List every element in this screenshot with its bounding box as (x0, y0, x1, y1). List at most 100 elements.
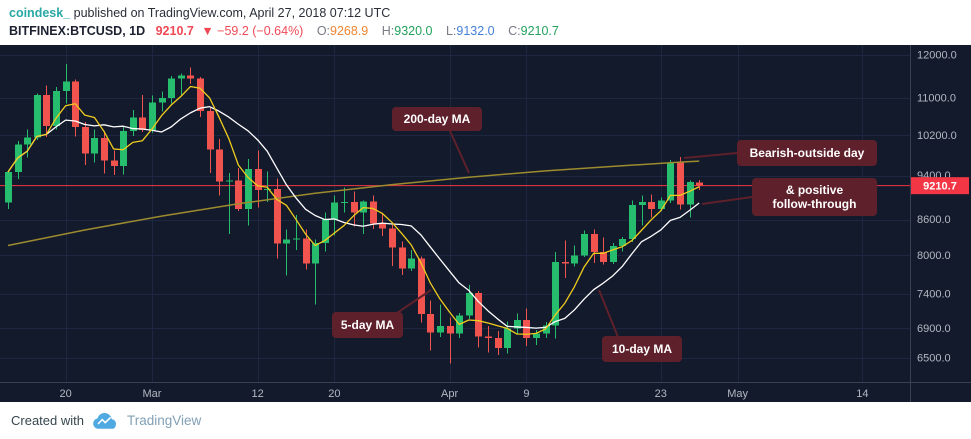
candle (629, 204, 636, 239)
candle (264, 188, 271, 191)
price-tick-label: 10200.0 (917, 130, 957, 142)
high-label: H: (381, 24, 395, 38)
high-group: H:9320.0 (382, 24, 433, 38)
candle (523, 319, 530, 338)
candle (274, 188, 281, 244)
candle (207, 111, 214, 150)
label-5-day-ma[interactable]: 5-day MA (332, 289, 432, 338)
candle (235, 180, 242, 209)
candle (408, 258, 415, 269)
time-tick-label: 20 (328, 388, 340, 400)
low-label: L: (445, 24, 457, 38)
candle (101, 138, 108, 161)
candle (687, 181, 694, 205)
candle (418, 258, 425, 315)
high-value: 9320.0 (394, 24, 433, 38)
close-group: C:9210.7 (508, 24, 559, 38)
publish-info: published on TradingView.com, April 27, … (70, 6, 391, 20)
created-with-label: Created with (11, 413, 84, 428)
candle (178, 75, 185, 79)
time-tick-label: 20 (59, 388, 71, 400)
price-tick-label: 12000.0 (917, 49, 957, 61)
candle (43, 94, 50, 127)
candle (303, 238, 310, 264)
candle (24, 137, 31, 145)
last-price-tag: 9210.7 (911, 177, 969, 195)
candle (571, 255, 578, 264)
time-tick-label: Apr (441, 388, 458, 400)
callout-text: 5-day MA (341, 318, 395, 332)
candle (466, 293, 473, 316)
candle (139, 117, 146, 130)
candle (667, 162, 674, 201)
axis-separators (0, 45, 971, 402)
footer: Created with TradingView (0, 402, 971, 439)
candle (197, 78, 204, 112)
callout-pointer (396, 289, 432, 314)
label-10-day-ma[interactable]: 10-day MA (598, 289, 682, 362)
callout-box (392, 107, 482, 131)
candle (581, 234, 588, 256)
time-tick-label: 23 (655, 388, 667, 400)
callout-text: 200-day MA (404, 112, 471, 126)
candle (427, 314, 434, 333)
callout-text: follow-through (773, 197, 857, 211)
time-tick-label: 9 (523, 388, 529, 400)
candle (187, 75, 194, 79)
candle (514, 319, 521, 329)
candle (255, 168, 262, 191)
open-group: O:9268.9 (317, 24, 368, 38)
callout-box (737, 140, 877, 166)
candle (120, 130, 127, 167)
candle (111, 160, 118, 167)
price-tick-label: 6500.0 (917, 352, 951, 364)
candle (437, 326, 444, 333)
candle (389, 228, 396, 248)
callout-box (332, 312, 403, 338)
candle (159, 97, 166, 103)
label-200-day-ma[interactable]: 200-day MA (392, 107, 482, 174)
chart-area[interactable]: 200-day MA Bearish-outside day & positive f… (0, 45, 971, 402)
close-value: 9210.7 (520, 24, 559, 38)
candle (82, 127, 89, 154)
close-label: C: (508, 24, 521, 38)
candle (552, 262, 559, 326)
candle (370, 201, 377, 224)
price-chart-canvas[interactable]: 200-day MA Bearish-outside day & positivef… (0, 45, 971, 402)
candle (533, 333, 540, 338)
ma-10-line (7, 106, 700, 329)
candle (696, 182, 703, 186)
candle (63, 81, 70, 91)
candle (149, 102, 156, 130)
header-last-price: 9210.7 (155, 24, 194, 38)
open-label: O: (316, 24, 331, 38)
label-bearish-outside-day[interactable]: Bearish-outside day (683, 140, 877, 166)
callout-pointer (449, 130, 470, 174)
candle (562, 262, 569, 264)
price-tick-label: 8600.0 (917, 214, 951, 226)
candle (245, 168, 252, 209)
candle (648, 202, 655, 209)
author-name[interactable]: coindesk_ (9, 6, 71, 20)
candle (658, 200, 665, 209)
callout-pointer (701, 196, 753, 205)
price-axis[interactable]: 12000.011000.010200.09400.08600.08000.07… (917, 49, 957, 364)
callout-pointer (598, 289, 619, 338)
candle (351, 202, 358, 213)
candle (53, 90, 60, 127)
header-price-change: ▼ −59.2 (−0.64%) (201, 24, 304, 38)
svg-text:9210.7: 9210.7 (923, 180, 957, 192)
price-tick-label: 6900.0 (917, 323, 951, 335)
candle (331, 202, 338, 220)
candle (322, 219, 329, 244)
time-axis[interactable]: 20 Mar 12 20 Apr 9 23 May 14 (59, 388, 868, 400)
candle (312, 243, 319, 264)
candle (447, 326, 454, 334)
callout-pointer (683, 152, 738, 159)
callout-text: Bearish-outside day (750, 146, 865, 160)
tradingview-cloud-logo-icon[interactable] (92, 412, 119, 430)
time-tick-label: 14 (856, 388, 868, 400)
candle (168, 78, 175, 98)
tradingview-brand[interactable]: TradingView (126, 413, 202, 428)
